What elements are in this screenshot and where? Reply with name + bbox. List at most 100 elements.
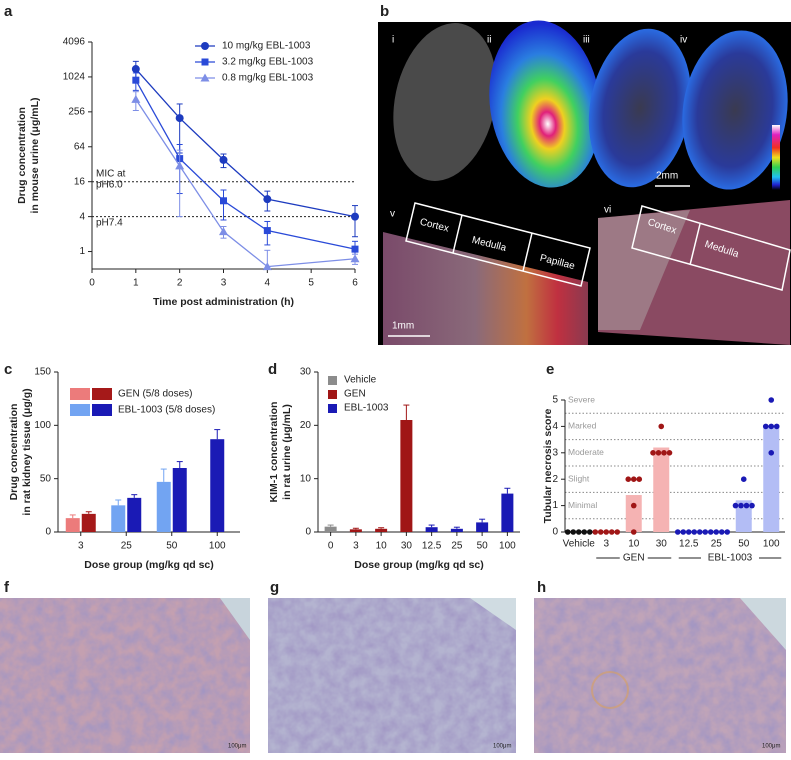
y-tick-label: 150 — [34, 367, 51, 378]
y-tick-label: 4096 — [63, 37, 86, 48]
x-tick-label: 6 — [352, 278, 358, 289]
panel-letter: g — [270, 579, 279, 596]
x-tick-label: 25 — [451, 541, 463, 552]
y-tick-label: 4 — [79, 211, 85, 222]
bar — [375, 528, 388, 532]
data-point — [608, 529, 615, 535]
legend-label: Vehicle — [344, 375, 377, 386]
data-point — [749, 502, 755, 509]
data-point — [685, 529, 692, 535]
region-box — [631, 205, 791, 291]
x-tick-label: 50 — [738, 539, 750, 550]
x-tick-label: 3 — [78, 541, 84, 552]
bar — [81, 513, 96, 532]
x-tick-label: 4 — [265, 278, 271, 289]
panel-letter: a — [4, 3, 13, 20]
scale-label: 2mm — [656, 171, 678, 182]
kidney-section — [682, 30, 788, 190]
x-tick-label: 3 — [603, 539, 609, 550]
bar — [653, 447, 670, 532]
legend-swatch — [328, 390, 337, 399]
severity-label: Severe — [568, 394, 595, 404]
data-point — [603, 529, 610, 535]
x-axis-title: Dose group (mg/kg qd sc) — [84, 559, 214, 571]
y-tick-label: 30 — [300, 367, 312, 378]
y-tick-label: 3 — [552, 447, 558, 458]
region-divider — [452, 214, 463, 254]
marker — [351, 245, 359, 253]
group-label: GEN — [623, 553, 645, 564]
legend-label: 10 mg/kg EBL-1003 — [222, 41, 311, 52]
x-tick-label: Vehicle — [563, 539, 596, 550]
bar — [156, 481, 171, 532]
legend-marker — [201, 58, 209, 66]
y-tick-label: 16 — [74, 176, 86, 187]
data-point — [696, 529, 703, 535]
marker — [263, 227, 271, 235]
histology-image — [598, 210, 690, 330]
legend-swatch — [70, 388, 90, 400]
panel-letter: b — [380, 3, 389, 20]
section-label: iv — [680, 35, 687, 46]
bar — [400, 420, 413, 532]
bar — [324, 526, 337, 532]
legend-marker — [201, 42, 209, 50]
data-point — [773, 423, 780, 430]
x-tick-label: 25 — [711, 539, 723, 550]
y-tick-label: 4 — [552, 421, 558, 432]
bar — [65, 518, 80, 532]
severity-label: Minimal — [568, 500, 597, 510]
scale-label: 1mm — [392, 321, 414, 332]
y-tick-label: 100 — [34, 420, 51, 431]
legend-label: 3.2 mg/kg EBL-1003 — [222, 57, 314, 68]
scale-label: 100μm — [228, 744, 246, 750]
marker — [175, 161, 185, 170]
x-tick-label: 50 — [477, 541, 489, 552]
data-point — [630, 476, 637, 483]
panel-letter: h — [537, 579, 546, 596]
data-point — [762, 423, 769, 430]
y-axis-title: in mouse urine (μg/mL) — [29, 97, 41, 213]
section-label: v — [390, 209, 395, 220]
data-point — [740, 476, 747, 483]
marker — [219, 155, 228, 164]
y-tick-label: 0 — [45, 527, 51, 538]
y-tick-label: 1 — [79, 246, 85, 257]
reference-label: pH7.4 — [96, 217, 123, 228]
bar — [349, 529, 362, 532]
marker — [175, 114, 184, 123]
data-point — [724, 529, 731, 535]
scale-label: 100μm — [493, 744, 511, 750]
x-tick-label: 100 — [209, 541, 226, 552]
data-point — [674, 529, 681, 535]
bar — [763, 426, 780, 532]
x-tick-label: 1 — [133, 278, 139, 289]
legend-label: GEN (5/8 doses) — [118, 389, 192, 400]
data-point — [592, 529, 599, 535]
kidney-section — [489, 20, 601, 188]
data-point — [680, 529, 687, 535]
histology-texture — [534, 598, 786, 753]
legend-swatch — [92, 404, 112, 416]
kidney-section — [393, 23, 497, 181]
data-point — [630, 529, 637, 535]
bar — [425, 527, 438, 532]
x-tick-label: 100 — [499, 541, 516, 552]
data-point — [732, 502, 739, 509]
color-scale — [772, 125, 780, 190]
marker — [262, 262, 272, 271]
group-label: EBL-1003 — [708, 553, 753, 564]
legend-swatch — [70, 404, 90, 416]
data-point — [718, 529, 725, 535]
marker — [131, 94, 141, 103]
y-tick-label: 20 — [300, 420, 312, 431]
data-point — [650, 450, 656, 456]
data-point — [625, 476, 632, 483]
data-point — [768, 397, 775, 403]
y-tick-label: 256 — [68, 106, 85, 117]
histology-background — [220, 598, 250, 640]
data-point — [738, 502, 744, 509]
x-tick-label: 10 — [376, 541, 388, 552]
x-tick-label: 3 — [221, 278, 227, 289]
